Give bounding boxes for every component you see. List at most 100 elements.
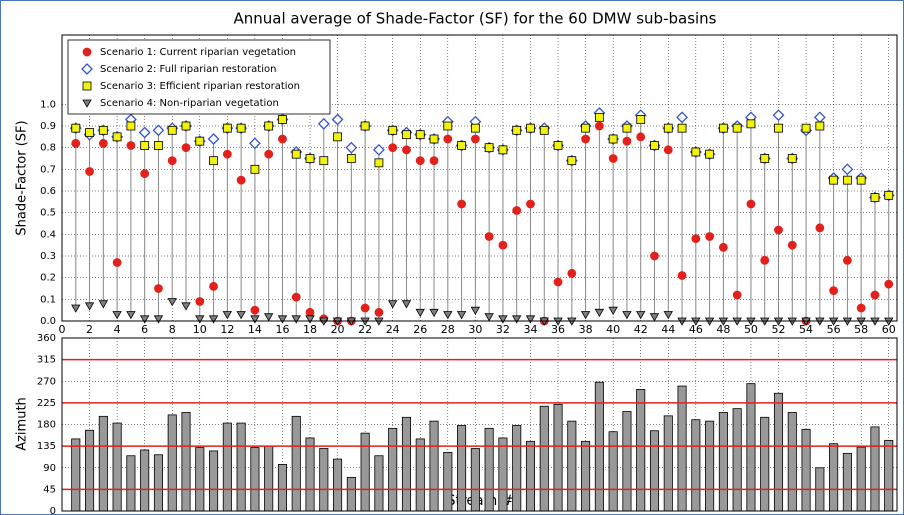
bar xyxy=(649,430,660,512)
point xyxy=(443,311,453,320)
x-tick-label: 14 xyxy=(248,323,262,336)
point xyxy=(553,141,563,150)
x-tick-label: 22 xyxy=(358,323,372,336)
point xyxy=(774,225,783,235)
point xyxy=(429,134,439,144)
point xyxy=(291,149,301,159)
point xyxy=(222,311,233,320)
point xyxy=(126,311,136,320)
point xyxy=(264,121,274,131)
point xyxy=(884,190,894,200)
bar xyxy=(553,403,563,512)
y-tick-label: 270 xyxy=(37,376,56,387)
point xyxy=(415,308,425,318)
point xyxy=(787,154,797,163)
bar xyxy=(567,420,577,512)
point xyxy=(842,255,852,265)
point xyxy=(345,141,358,154)
bar xyxy=(498,437,508,512)
point xyxy=(71,138,81,148)
point xyxy=(594,308,605,318)
x-tick-label: 2 xyxy=(86,323,93,336)
x-tick-label: 8 xyxy=(169,323,176,336)
legend-marker xyxy=(81,63,93,75)
point xyxy=(663,145,673,155)
y-tick-label: 135 xyxy=(37,441,56,452)
point xyxy=(787,240,797,250)
x-tick-label: 10 xyxy=(193,323,207,336)
bar xyxy=(98,415,108,512)
x-tick-label: 46 xyxy=(689,323,703,336)
bar xyxy=(539,405,549,512)
point xyxy=(305,307,315,317)
y-tick-label: 0.2 xyxy=(40,273,56,284)
point xyxy=(415,156,425,166)
point xyxy=(663,123,673,133)
point xyxy=(209,281,218,291)
bar xyxy=(801,428,811,512)
point xyxy=(374,307,384,317)
bar xyxy=(195,447,205,512)
x-tick-label: 4 xyxy=(114,323,121,336)
x-tick-label: 48 xyxy=(716,513,730,515)
y-tick-label: 0.6 xyxy=(40,186,56,197)
point xyxy=(457,199,466,209)
x-tick-label: 42 xyxy=(634,323,648,336)
y-tick-label: 1.0 xyxy=(40,99,56,110)
point xyxy=(498,240,508,250)
point xyxy=(236,311,246,320)
legend-box xyxy=(67,39,331,115)
point xyxy=(140,169,150,179)
point xyxy=(650,251,659,261)
point xyxy=(649,313,660,322)
x-tick-label: 52 xyxy=(772,513,786,515)
point xyxy=(319,156,329,166)
point xyxy=(181,143,191,153)
point xyxy=(167,156,177,166)
bar xyxy=(333,458,343,512)
x-tick-label: 10 xyxy=(193,513,207,515)
x-tick-label: 26 xyxy=(413,323,427,336)
plot-area xyxy=(61,34,898,322)
point xyxy=(581,134,590,144)
x-tick-label: 38 xyxy=(579,513,593,515)
point xyxy=(636,132,646,142)
x-tick-label: 58 xyxy=(854,323,868,336)
bar xyxy=(346,476,356,512)
legend: Scenario 1: Current riparian vegetation S… xyxy=(67,39,331,115)
point xyxy=(263,313,274,322)
point xyxy=(772,109,785,122)
y-tick-label: 0.8 xyxy=(40,143,56,154)
point xyxy=(498,315,508,324)
x-tick-label: 44 xyxy=(661,513,675,515)
point xyxy=(248,137,261,150)
point xyxy=(774,123,783,133)
x-tick-label: 34 xyxy=(523,513,537,515)
bar xyxy=(140,449,150,512)
y-tick-label: 180 xyxy=(37,420,56,431)
point xyxy=(470,306,481,315)
point xyxy=(402,130,411,140)
point xyxy=(277,315,288,324)
point xyxy=(140,141,150,150)
bar xyxy=(112,422,122,512)
point xyxy=(732,123,742,133)
bar xyxy=(443,451,453,512)
bar xyxy=(512,425,522,512)
point xyxy=(167,298,177,307)
x-tick-label: 36 xyxy=(551,513,565,515)
x-tick-label: 40 xyxy=(606,323,620,336)
legend-label: Scenario 3: Efficient riparian restorati… xyxy=(100,81,300,92)
point xyxy=(760,255,770,265)
x-tick-label: 14 xyxy=(248,513,262,515)
bar xyxy=(415,438,425,512)
point xyxy=(209,156,218,166)
point xyxy=(650,141,659,150)
x-tick-label: 6 xyxy=(141,323,148,336)
y-tick-label: 0.4 xyxy=(40,229,56,240)
point xyxy=(815,223,825,233)
x-tick-label: 28 xyxy=(441,323,455,336)
x-tick-label: 30 xyxy=(468,323,482,336)
point xyxy=(98,125,108,135)
